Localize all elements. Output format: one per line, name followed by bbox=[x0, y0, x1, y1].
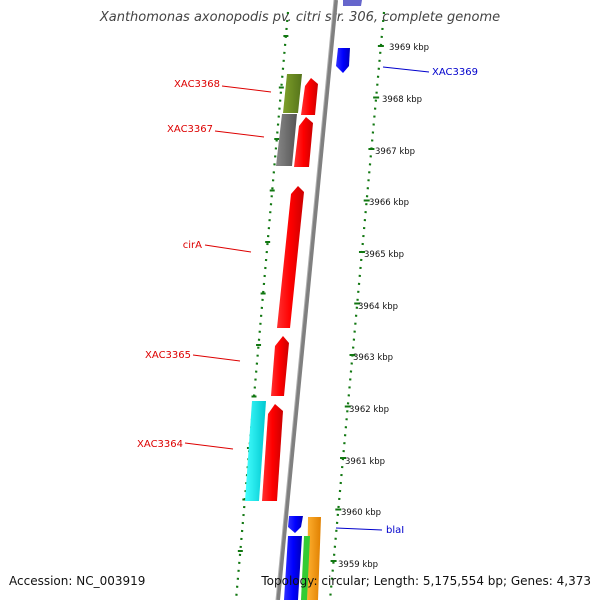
gene-green bbox=[301, 536, 310, 600]
gene-xac3365 bbox=[271, 336, 289, 396]
scale-label: 3963 kbp bbox=[353, 353, 393, 363]
gene-label-xac3369[interactable]: XAC3369 bbox=[432, 67, 478, 78]
gene-xac3367-grey bbox=[276, 114, 297, 166]
gene-xac3364-cyan bbox=[245, 401, 266, 501]
scale-ticks bbox=[237, 35, 384, 562]
accession-text: Accession: NC_003919 bbox=[9, 574, 146, 588]
map-title: Xanthomonas axonopodis pv. citri str. 30… bbox=[99, 10, 501, 25]
genome-backbone bbox=[276, 0, 338, 600]
gene-label-xac3364[interactable]: XAC3364 bbox=[137, 439, 183, 450]
gene-blai-small bbox=[288, 516, 303, 533]
scale-label: 3967 kbp bbox=[375, 147, 415, 157]
scale-label: 3959 kbp bbox=[338, 560, 378, 570]
gene-label-xac3368[interactable]: XAC3368 bbox=[174, 79, 220, 90]
gene-cira bbox=[277, 186, 304, 328]
gene-label-blai[interactable]: blaI bbox=[386, 525, 404, 536]
right-gene-labels: XAC3369 blaI bbox=[335, 66, 478, 536]
gene-blai bbox=[284, 536, 302, 600]
scale-label: 3964 kbp bbox=[358, 302, 398, 312]
scale-label: 3966 kbp bbox=[369, 198, 409, 208]
gene-label-cira[interactable]: cirA bbox=[183, 240, 202, 251]
scale-label: 3968 kbp bbox=[382, 95, 422, 105]
gene-label-xac3367[interactable]: XAC3367 bbox=[167, 124, 213, 135]
scale-label: 3962 kbp bbox=[349, 405, 389, 415]
topology-text: Topology: circular; Length: 5,175,554 bp… bbox=[261, 574, 591, 588]
gene-xac3367 bbox=[294, 117, 313, 167]
scale-labels: 3969 kbp 3968 kbp 3967 kbp 3966 kbp 3965… bbox=[338, 43, 429, 570]
left-gene-labels: XAC3368 XAC3367 cirA XAC3365 XAC3364 bbox=[137, 79, 272, 450]
gene-orange bbox=[307, 517, 321, 600]
scale-label: 3969 kbp bbox=[389, 43, 429, 53]
gene-top-partial bbox=[343, 0, 362, 6]
gene-xac3369 bbox=[336, 48, 350, 73]
gene-xac3368 bbox=[301, 78, 318, 115]
scale-label: 3961 kbp bbox=[345, 457, 385, 467]
gene-label-xac3365[interactable]: XAC3365 bbox=[145, 350, 191, 361]
scale-label: 3960 kbp bbox=[341, 508, 381, 518]
scale-label: 3965 kbp bbox=[364, 250, 404, 260]
gene-xac3364 bbox=[262, 404, 283, 501]
gene-xac3368-olive bbox=[283, 74, 302, 113]
